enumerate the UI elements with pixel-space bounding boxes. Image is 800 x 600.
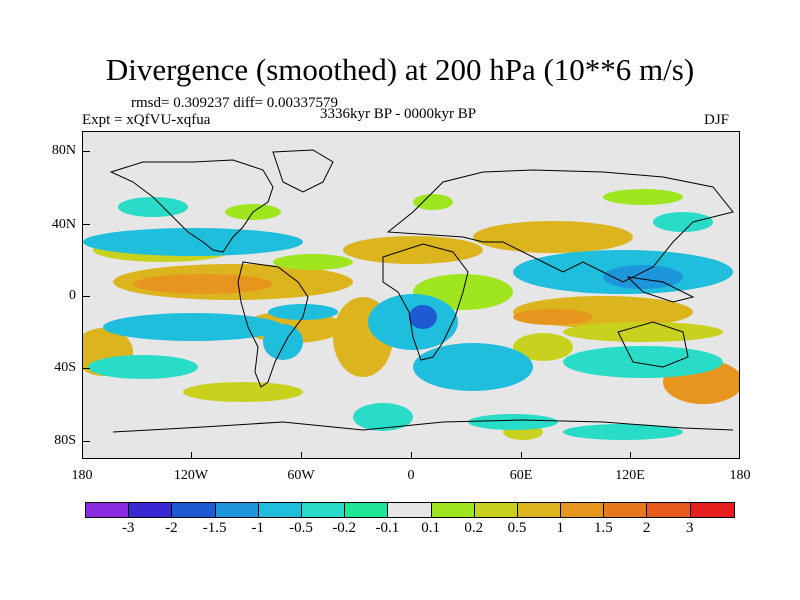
negative-field: [83, 197, 733, 440]
lat-label-40n: 40N: [51, 217, 76, 232]
colorbar-swatch: [388, 503, 432, 517]
colorbar-label: 3: [686, 520, 694, 536]
lon-tick: [191, 452, 192, 459]
colorbar-swatch: [647, 503, 691, 517]
colorbar-label: -0.1: [375, 520, 400, 536]
colorbar-label: 2: [642, 520, 651, 536]
lat-tick: [82, 224, 90, 225]
lon-label-120w: 120W: [173, 468, 209, 483]
colorbar-swatch: [517, 503, 562, 517]
colorbar-swatch: [561, 503, 605, 517]
lat-label-80n: 80N: [51, 143, 76, 158]
colorbar-label: 0.2: [464, 520, 484, 536]
lat-tick: [82, 368, 90, 369]
colorbar-swatch: [86, 503, 130, 517]
lat-label-40s: 40S: [54, 360, 76, 375]
experiment-label: Expt = xQfVU-xqfua: [82, 112, 211, 128]
colorbar-swatch: [172, 503, 216, 517]
lat-tick: [82, 296, 90, 297]
coastlines: [109, 149, 734, 433]
colorbar-label: -3: [121, 520, 135, 536]
lon-label-180w: 180: [71, 468, 93, 483]
colorbar-swatch: [345, 503, 389, 517]
lon-tick: [521, 452, 522, 459]
colorbar-swatch: [431, 503, 475, 517]
colorbar-swatch: [690, 503, 734, 517]
stats-text: rmsd= 0.309237 diff= 0.00337579: [131, 95, 339, 111]
lon-label-60w: 60W: [287, 468, 315, 483]
colorbar-swatch: [258, 503, 302, 517]
colorbar-swatch: [215, 503, 259, 517]
lon-tick: [411, 452, 412, 459]
colorbar-label: -1: [251, 520, 265, 536]
season-label: DJF: [704, 112, 730, 128]
lon-tick: [301, 452, 302, 459]
lon-label-180e: 180: [729, 468, 751, 483]
colorbar-label: -0.5: [289, 520, 313, 536]
map-title: Divergence (smoothed) at 200 hPa (10**6 …: [105, 52, 695, 87]
map-field: [83, 149, 739, 440]
lon-label-120e: 120E: [615, 468, 645, 483]
lat-label-80s: 80S: [54, 433, 76, 448]
colorbar-label: 0.5: [507, 520, 527, 536]
lat-label-0: 0: [69, 288, 76, 303]
colorbar-label: 1.5: [594, 520, 613, 536]
colorbar-label: -0.2: [332, 520, 357, 536]
colorbar-swatch: [474, 503, 518, 517]
period-label: 3336kyr BP - 0000kyr BP: [320, 106, 477, 122]
colorbar-swatch: [129, 503, 173, 517]
lat-tick: [82, 441, 90, 442]
colorbar-label: -1.5: [202, 520, 227, 536]
colorbar-label: 0.1: [421, 520, 440, 536]
lat-tick: [82, 151, 90, 152]
colorbar-swatch: [604, 503, 648, 517]
colorbar-swatch: [301, 503, 346, 517]
lon-label-60e: 60E: [509, 468, 533, 483]
colorbar-label: 1: [556, 520, 564, 536]
colorbar-label: -2: [165, 520, 178, 536]
lon-label-0: 0: [407, 468, 415, 483]
colorbar: [85, 502, 735, 518]
lon-tick: [630, 452, 631, 459]
divergence-map: [82, 131, 740, 459]
